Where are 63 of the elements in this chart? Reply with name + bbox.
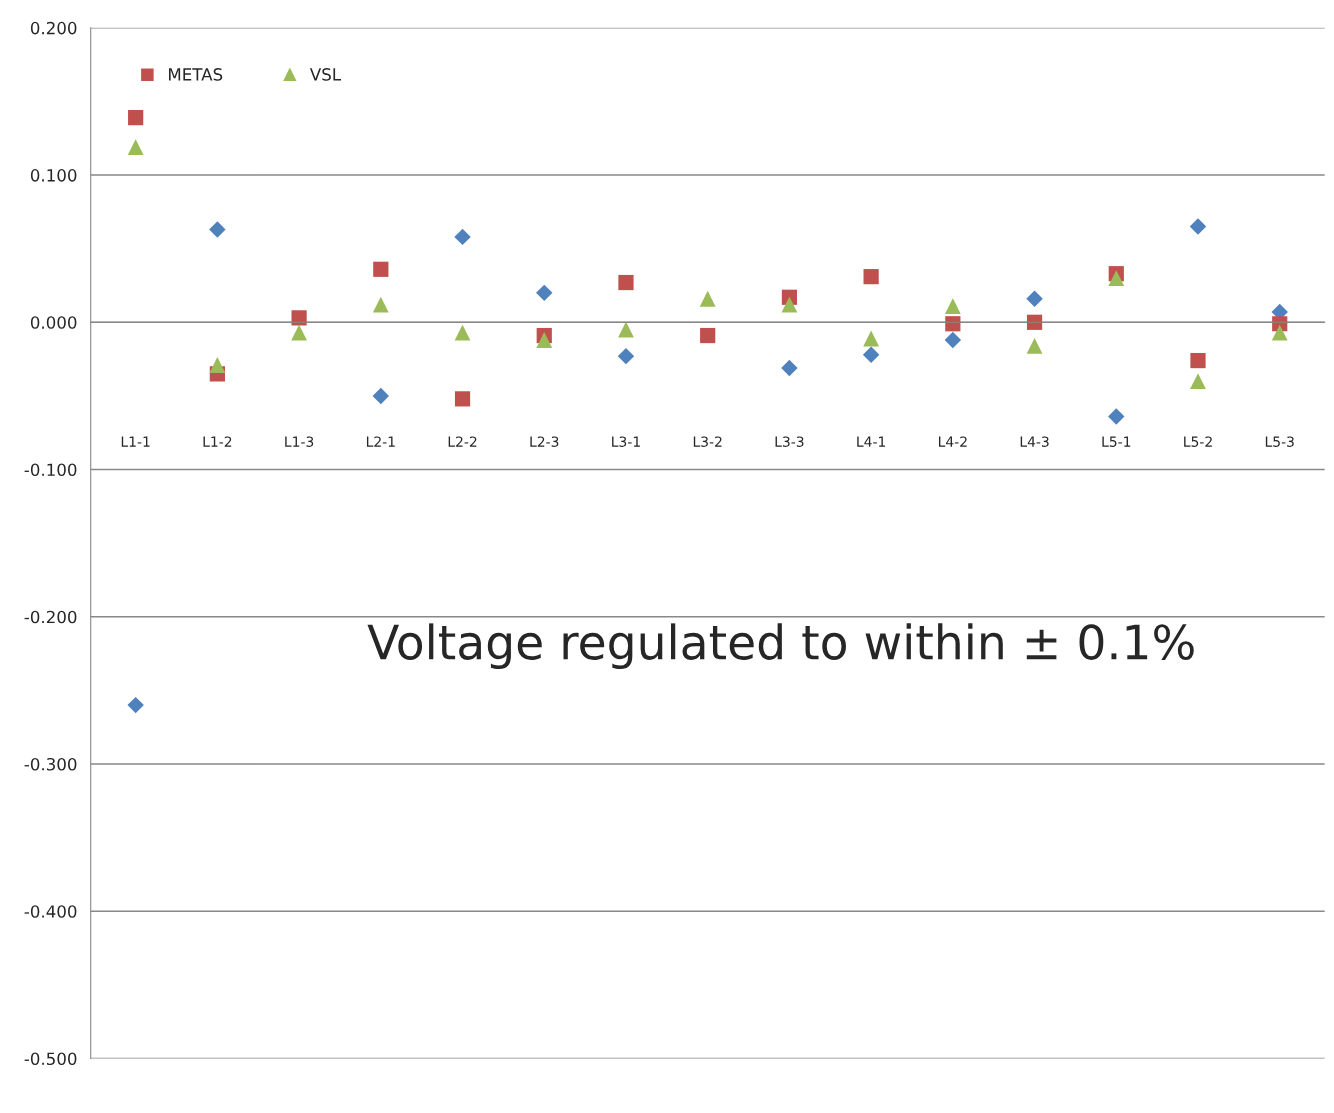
x-tick-label: L5-3 [1265, 436, 1294, 447]
x-tick-label: L2-1 [366, 436, 395, 447]
point [127, 139, 144, 155]
point [1271, 324, 1288, 341]
point [128, 110, 144, 126]
x-tick-label: L1-1 [121, 436, 150, 447]
point [699, 290, 716, 307]
point [862, 346, 880, 363]
point [1108, 270, 1125, 287]
y-tick-label: -0.500 [24, 1052, 77, 1066]
y-tick-label: 0.200 [30, 21, 77, 35]
point [617, 347, 635, 365]
point [944, 298, 961, 315]
point [373, 261, 389, 277]
y-tick-label: -0.100 [24, 463, 77, 477]
point [454, 228, 471, 246]
x-tick-label: L5-1 [1102, 436, 1131, 447]
point [127, 696, 144, 714]
point [536, 332, 553, 348]
x-tick-label: L1-2 [203, 436, 232, 447]
point [454, 324, 471, 341]
point [372, 296, 389, 313]
point [944, 331, 962, 349]
point [1189, 218, 1207, 235]
x-tick-label: L3-1 [612, 436, 640, 447]
point [536, 284, 553, 302]
point [1026, 314, 1043, 330]
annotation: Voltage regulated to within ± 0.1% [367, 623, 1194, 670]
point [945, 316, 961, 332]
legend-label: VSL [309, 68, 341, 81]
y-tick-label: -0.200 [24, 610, 77, 624]
point [618, 321, 634, 338]
point [372, 387, 390, 405]
legend-label: METAS [169, 68, 223, 81]
y-tick-label: 0.100 [30, 169, 77, 182]
y-tick-label: -0.300 [24, 757, 77, 771]
x-tick-label: L4-2 [938, 436, 967, 447]
y-tick-label: 0.000 [30, 316, 77, 329]
point [454, 391, 471, 407]
x-tick-label: L4-3 [1020, 436, 1049, 447]
x-tick-label: L3-2 [693, 436, 722, 447]
point [781, 359, 798, 377]
point [1190, 352, 1206, 369]
point [1108, 408, 1125, 425]
x-tick-label: L2-3 [530, 436, 559, 447]
y-tick-label: -0.400 [24, 905, 77, 918]
point [781, 296, 798, 313]
x-tick-label: L3-3 [775, 436, 804, 447]
point [291, 324, 308, 341]
point [1026, 337, 1043, 354]
point [291, 310, 307, 326]
point [1190, 373, 1206, 390]
point [863, 330, 880, 347]
point [1026, 290, 1043, 307]
x-tick-label: L2-2 [448, 436, 477, 447]
point [700, 327, 716, 344]
x-tick-label: L5-2 [1184, 436, 1212, 447]
x-tick-label: L4-1 [857, 436, 886, 447]
x-tick-label: L1-3 [285, 436, 314, 447]
point [618, 274, 634, 291]
point [863, 269, 879, 285]
point [209, 357, 226, 373]
point [209, 221, 226, 238]
